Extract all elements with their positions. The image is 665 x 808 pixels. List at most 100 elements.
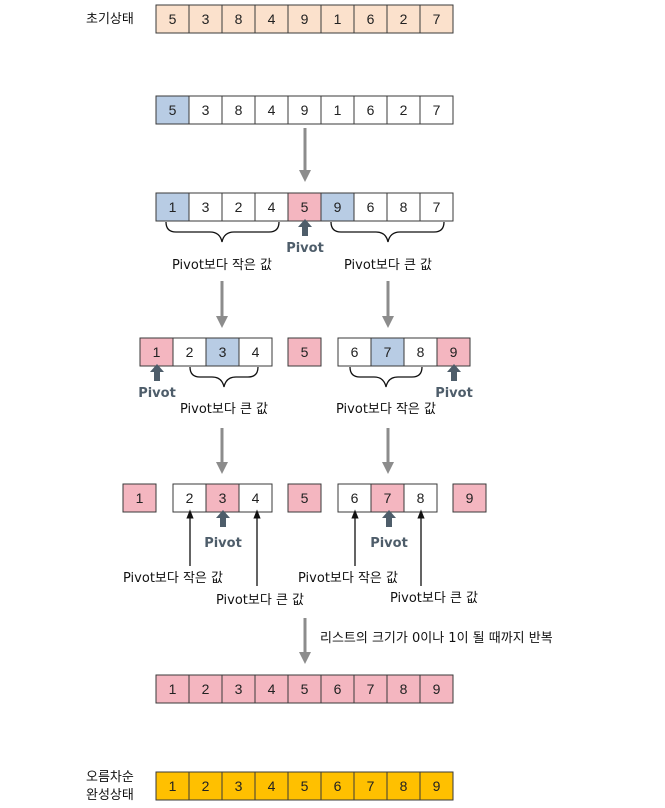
array-cell (238, 337, 273, 367)
pivot-label-step4-right: Pivot (370, 536, 408, 551)
array-cell-value: 8 (400, 681, 408, 697)
array-cell (403, 337, 438, 367)
array-cell-value: 1 (334, 102, 342, 118)
array-cell-value: 7 (367, 681, 375, 697)
array-cell-value: 3 (219, 490, 227, 506)
array-cell-value: 8 (417, 490, 425, 506)
label-larger-step2: Pivot보다 큰 값 (344, 258, 432, 273)
pivot-arrow-step4-left (216, 510, 230, 527)
array-cell-value: 4 (252, 344, 260, 360)
initial-array: 5 3 8 4 9 1 6 2 7 (155, 4, 454, 34)
array-cell-value: 2 (400, 11, 408, 27)
array-cell (452, 483, 487, 513)
array-cell-value: 7 (433, 199, 441, 215)
array-cell (155, 95, 190, 125)
label-smaller-step3: Pivot보다 작은 값 (336, 402, 436, 417)
final-state-label-line2: 완성상태 (86, 788, 134, 803)
array-cell-value: 9 (433, 778, 441, 794)
pivot-label-step4-left: Pivot (204, 536, 242, 551)
array-cell (155, 771, 190, 801)
array-cell-value: 8 (417, 344, 425, 360)
array-cell-value: 4 (252, 490, 260, 506)
step4-single-9: 9 (452, 483, 487, 513)
array-cell (155, 192, 190, 222)
array-cell (287, 4, 322, 34)
array-cell (386, 4, 421, 34)
array-cell (221, 95, 256, 125)
array-cell-value: 8 (235, 11, 243, 27)
array-cell (320, 771, 355, 801)
array-cell (188, 192, 223, 222)
array-cell-value: 3 (202, 102, 210, 118)
array-cell (337, 483, 372, 513)
array-cell-value: 5 (301, 681, 309, 697)
array-cell-value: 9 (433, 681, 441, 697)
step2-right-partition: 9 6 8 7 (320, 192, 454, 222)
array-cell-value: 5 (301, 344, 309, 360)
array-cell-value: 6 (351, 490, 359, 506)
brace-larger-step2 (330, 221, 445, 243)
array-cell (221, 192, 256, 222)
array-cell-value: 1 (169, 778, 177, 794)
pivot-arrow-step3-left (150, 364, 164, 381)
array-cell-value: 1 (334, 11, 342, 27)
array-cell-value: 8 (400, 199, 408, 215)
array-cell-value: 9 (334, 199, 342, 215)
array-cell (155, 674, 190, 704)
array-cell (172, 337, 207, 367)
repeat-note: 리스트의 크기가 0이나 1이 될 때까지 반복 (320, 631, 553, 646)
array-cell (386, 674, 421, 704)
array-cell-value: 7 (433, 11, 441, 27)
array-cell-value: 4 (268, 199, 276, 215)
array-cell-value: 9 (301, 11, 309, 27)
array-cell (155, 4, 190, 34)
array-cell (254, 674, 289, 704)
pivot-arrow-step4-right (382, 510, 396, 527)
array-cell-value: 3 (219, 344, 227, 360)
array-cell-value: 7 (384, 344, 392, 360)
array-cell-value: 2 (235, 199, 243, 215)
array-cell (353, 95, 388, 125)
array-cell (419, 192, 454, 222)
label-larger-step4-right: Pivot보다 큰 값 (390, 591, 478, 606)
array-cell (287, 192, 322, 222)
step3-middle-pivot: 5 (287, 337, 322, 367)
array-cell (353, 192, 388, 222)
array-cell-value: 9 (301, 102, 309, 118)
array-cell-value: 2 (186, 490, 194, 506)
array-cell-value: 2 (186, 344, 194, 360)
array-cell-value: 6 (334, 778, 342, 794)
step3-right-array: 6 7 8 9 (337, 337, 471, 367)
array-cell-value: 5 (301, 778, 309, 794)
array-cell (386, 771, 421, 801)
array-cell-value: 5 (301, 199, 309, 215)
step4-right-array: 6 7 8 (337, 483, 438, 513)
array-cell (370, 337, 405, 367)
array-cell (122, 483, 157, 513)
final-state-label-line1: 오름차순 (86, 770, 134, 785)
pivot-arrow-step2 (298, 219, 312, 236)
array-cell-value: 1 (153, 344, 161, 360)
pivot-label-step3-left: Pivot (138, 386, 176, 401)
array-cell-value: 4 (268, 102, 276, 118)
array-cell-value: 3 (235, 681, 243, 697)
array-cell-value: 5 (301, 490, 309, 506)
array-cell-value: 4 (268, 681, 276, 697)
array-cell (320, 674, 355, 704)
label-larger-step3: Pivot보다 큰 값 (180, 402, 268, 417)
step4-single-1: 1 (122, 483, 157, 513)
step2-left-partition: 1 3 2 4 (155, 192, 289, 222)
array-cell-value: 7 (367, 778, 375, 794)
array-cell-value: 6 (367, 102, 375, 118)
array-cell-value: 6 (367, 199, 375, 215)
array-cell (221, 4, 256, 34)
array-cell-value: 2 (400, 102, 408, 118)
label-larger-step4-left: Pivot보다 큰 값 (216, 593, 304, 608)
array-cell-value: 8 (235, 102, 243, 118)
array-cell-value: 4 (268, 778, 276, 794)
array-cell (221, 771, 256, 801)
step4-left-array: 2 3 4 (172, 483, 273, 513)
array-cell-value: 9 (466, 490, 474, 506)
array-cell-value: 2 (202, 681, 210, 697)
array-cell-value: 3 (235, 778, 243, 794)
